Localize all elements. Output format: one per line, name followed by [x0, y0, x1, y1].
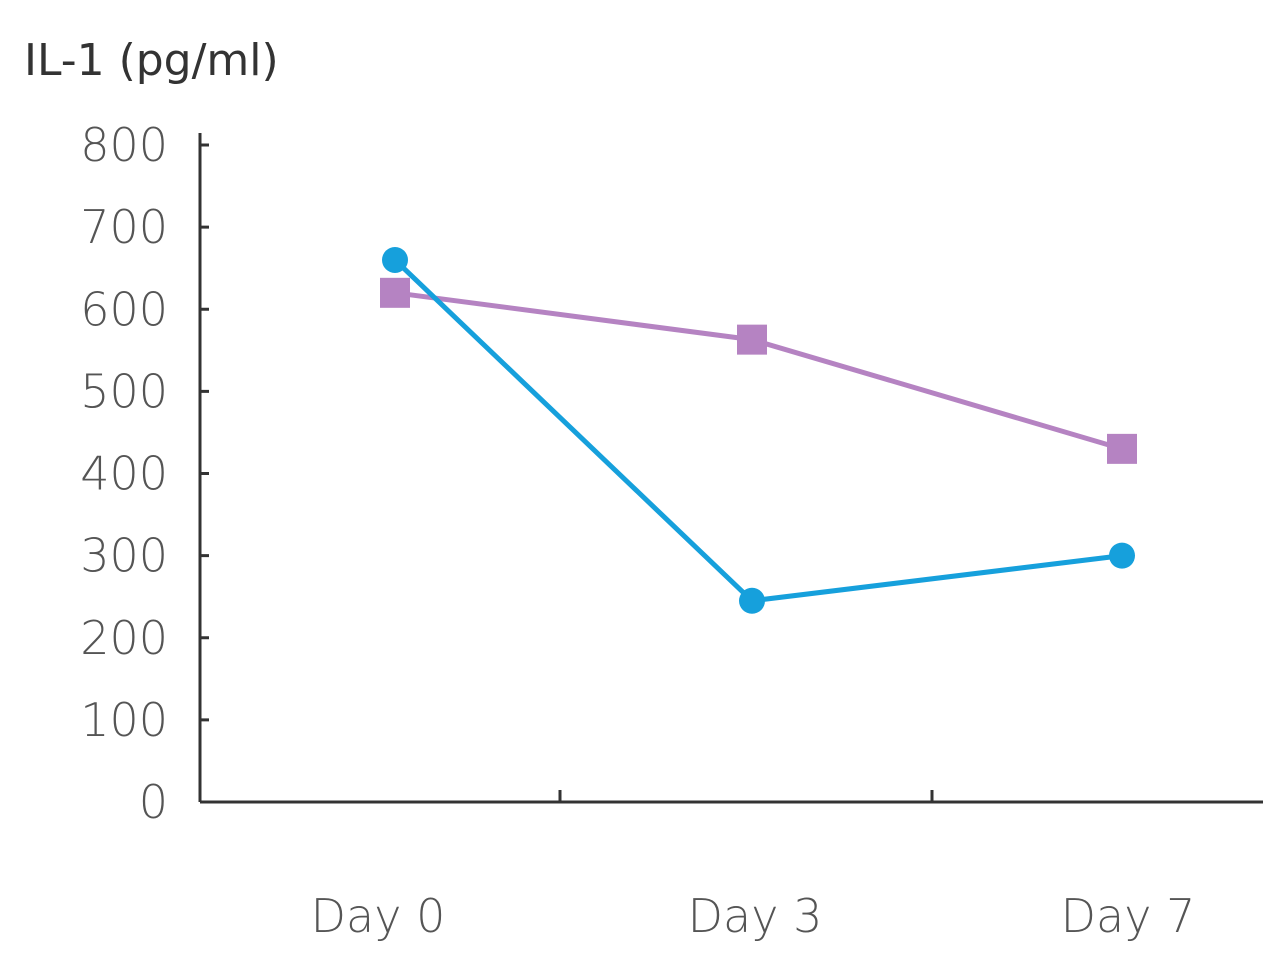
data-point-square	[380, 277, 410, 308]
x-tick-label: Day 7	[1061, 889, 1196, 943]
data-point-circle	[382, 246, 408, 273]
y-tick-label: 300	[80, 529, 168, 583]
y-tick-label: 100	[80, 693, 168, 747]
series-circle	[382, 246, 1135, 614]
y-tick-label: 0	[139, 775, 168, 829]
series-square	[380, 277, 1137, 464]
data-point-square	[737, 324, 767, 355]
series-layer	[380, 246, 1137, 614]
series-line	[392, 290, 1125, 452]
y-tick-label: 600	[80, 282, 168, 336]
y-tick-label: 400	[80, 447, 168, 501]
y-tick-label: 700	[80, 200, 168, 254]
y-tick-label: 500	[80, 364, 168, 418]
y-tick-label: 800	[80, 118, 168, 172]
y-tick-label: 200	[80, 611, 168, 665]
x-axis: Day 0 Day 3 Day 7	[200, 790, 1263, 943]
y-axis-title: IL-1 (pg/ml)	[24, 35, 279, 86]
x-tick-label: Day 3	[688, 889, 823, 943]
x-tick-label: Day 0	[311, 889, 446, 943]
data-point-circle	[1109, 542, 1135, 569]
data-point-circle	[739, 587, 765, 614]
y-axis: 0 100 200 300 400 500 600 700 800	[80, 118, 209, 829]
series-line	[392, 257, 1125, 604]
data-point-square	[1107, 433, 1137, 464]
